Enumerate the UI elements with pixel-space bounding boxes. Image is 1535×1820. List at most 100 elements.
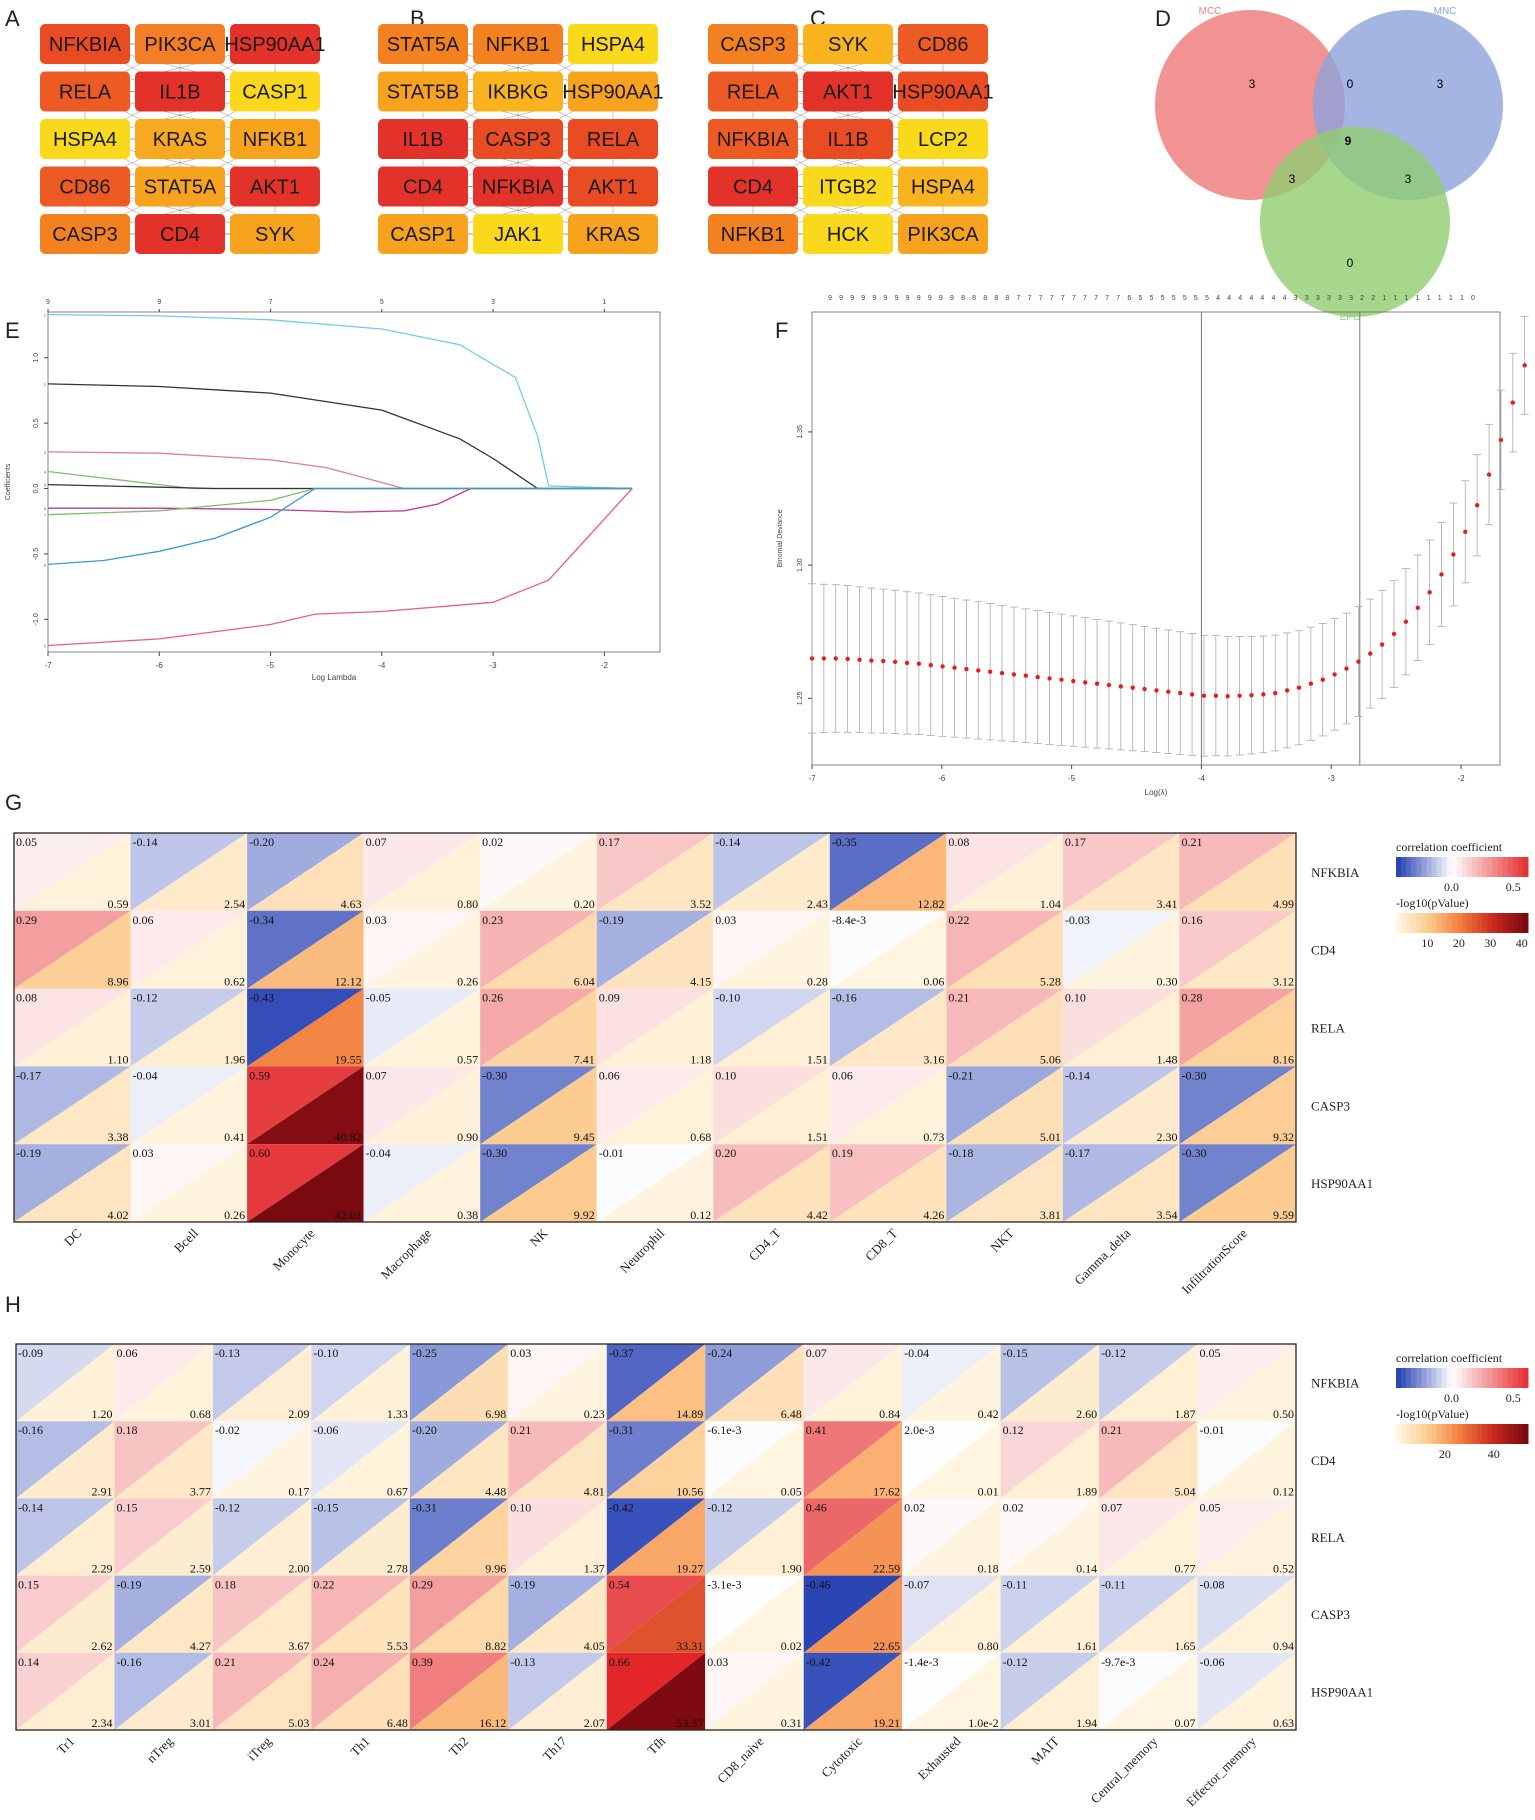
pvalue-triangle [311, 1344, 410, 1422]
correlation-triangle [1179, 833, 1296, 911]
correlation-value: 0.05 [16, 835, 37, 849]
deviance-point [1451, 552, 1456, 557]
correlation-value: 0.22 [313, 1578, 334, 1592]
legend-p-swatch [1401, 913, 1407, 933]
top-nonzero-label: 9 [950, 295, 954, 302]
correlation-triangle [409, 1652, 509, 1730]
gene-node-label: CASP1 [242, 82, 308, 104]
coefficient-path [47, 470, 633, 490]
deviance-point [987, 669, 993, 674]
top-nonzero-label: 9 [939, 295, 943, 302]
pvalue-value: 0.80 [457, 897, 478, 911]
correlation-value: -0.09 [18, 1346, 43, 1360]
correlation-triangle [606, 1575, 706, 1653]
legend-p-swatch [1482, 913, 1488, 933]
top-nonzero-label: 1 [1393, 295, 1397, 302]
gene-node [40, 24, 130, 64]
top-tick-label: 5 [380, 299, 384, 306]
pvalue-value: 5.28 [1040, 975, 1061, 989]
pvalue-value: 3.67 [288, 1639, 309, 1653]
correlation-triangle [1197, 1344, 1296, 1422]
correlation-value: -0.16 [18, 1423, 43, 1437]
deviance-point [999, 670, 1005, 676]
pvalue-triangle [311, 1498, 410, 1576]
correlation-triangle [606, 1421, 706, 1499]
pvalue-value: 22.65 [873, 1639, 900, 1653]
correlation-triangle [902, 1344, 1001, 1422]
y-tick-label: -1.0 [33, 613, 40, 625]
correlation-value: 0.03 [510, 1346, 531, 1360]
x-tick-label: -4 [378, 661, 386, 670]
x-tick-label: -3 [1328, 774, 1336, 783]
pvalue-value: 22.59 [873, 1562, 900, 1576]
gene-node [378, 214, 468, 254]
correlation-triangle [1179, 910, 1296, 989]
deviance-point [1035, 674, 1040, 680]
pvalue-value: 0.30 [1156, 975, 1177, 989]
y-tick-label: 1.0 [33, 353, 40, 363]
legend-p-swatch [1497, 1424, 1504, 1444]
correlation-value: -0.14 [1065, 1068, 1090, 1082]
row-label: HSP90AA1 [1311, 1684, 1373, 1699]
column-label: Macrophage [377, 1225, 434, 1282]
gene-node [40, 71, 130, 112]
ppi-network-mcc: NFKBIA PIK3CA HSP90AA1 RELA IL1B CASP1 HSPA4 KR… [40, 24, 326, 254]
pvalue-value: 7.41 [574, 1052, 595, 1066]
legend-p-swatch [1517, 913, 1524, 933]
deviance-point [1522, 363, 1527, 368]
deviance-point [1284, 688, 1290, 693]
gene-node-label: IL1B [402, 129, 443, 151]
pvalue-triangle [1099, 1575, 1198, 1653]
x-tick-label: -6 [938, 774, 946, 783]
deviance-point [869, 658, 874, 663]
top-nonzero-label: 1 [1438, 295, 1442, 302]
correlation-value: -0.17 [16, 1068, 41, 1082]
pvalue-triangle [946, 1144, 1063, 1222]
legend-corr-swatch [1497, 857, 1504, 877]
pvalue-value: 2.30 [1156, 1130, 1177, 1144]
gene-node-label: KRAS [586, 224, 640, 246]
deviance-point [1237, 693, 1242, 698]
gene-node [708, 24, 798, 64]
pvalue-triangle [363, 910, 481, 989]
top-nonzero-label: 3 [1305, 295, 1309, 302]
gene-node [568, 24, 658, 64]
correlation-value: 0.59 [249, 1068, 270, 1082]
pvalue-triangle [946, 1066, 1063, 1145]
deviance-point [1308, 681, 1314, 686]
legend-corr-swatch [1477, 857, 1483, 877]
correlation-value: -0.11 [1101, 1578, 1126, 1592]
legend-p-swatch [1411, 1424, 1417, 1444]
column-label: iTreg [244, 1733, 275, 1764]
legend-p-tick: 10 [1421, 936, 1433, 950]
gene-node-label: AKT1 [823, 82, 873, 104]
pvalue-triangle [902, 1652, 1001, 1730]
legend-corr-swatch [1446, 857, 1453, 877]
correlation-value: 0.21 [215, 1655, 236, 1669]
pvalue-triangle [705, 1421, 804, 1499]
correlation-value: 0.23 [482, 913, 503, 927]
top-nonzero-label: 3 [1338, 295, 1342, 302]
heatmap-border [13, 832, 1297, 1223]
pvalue-triangle [606, 1575, 706, 1653]
pvalue-value: 1.18 [690, 1052, 711, 1066]
legend-corr-tick: 0.5 [1506, 880, 1521, 894]
correlation-value: 0.05 [1200, 1346, 1221, 1360]
deviance-point [1344, 666, 1349, 671]
deviance-point [1225, 694, 1230, 699]
pvalue-triangle [1000, 1498, 1100, 1576]
correlation-triangle [311, 1421, 410, 1499]
deviance-point [1379, 642, 1385, 647]
gene-node-label: CD86 [59, 177, 110, 199]
legend-p-swatch [1436, 913, 1443, 933]
correlation-triangle [1000, 1652, 1100, 1730]
deviance-point [1439, 572, 1444, 577]
legend-p-title: -log10(pValue) [1396, 1407, 1469, 1421]
deviance-point [1178, 690, 1183, 696]
pvalue-triangle [363, 1066, 481, 1145]
legend-p-swatch [1421, 913, 1427, 933]
correlation-value: -0.30 [1181, 1146, 1206, 1160]
gene-node-label: IL1B [159, 82, 200, 104]
legend-p-swatch [1507, 1424, 1514, 1444]
legend-p-swatch [1436, 1424, 1443, 1444]
